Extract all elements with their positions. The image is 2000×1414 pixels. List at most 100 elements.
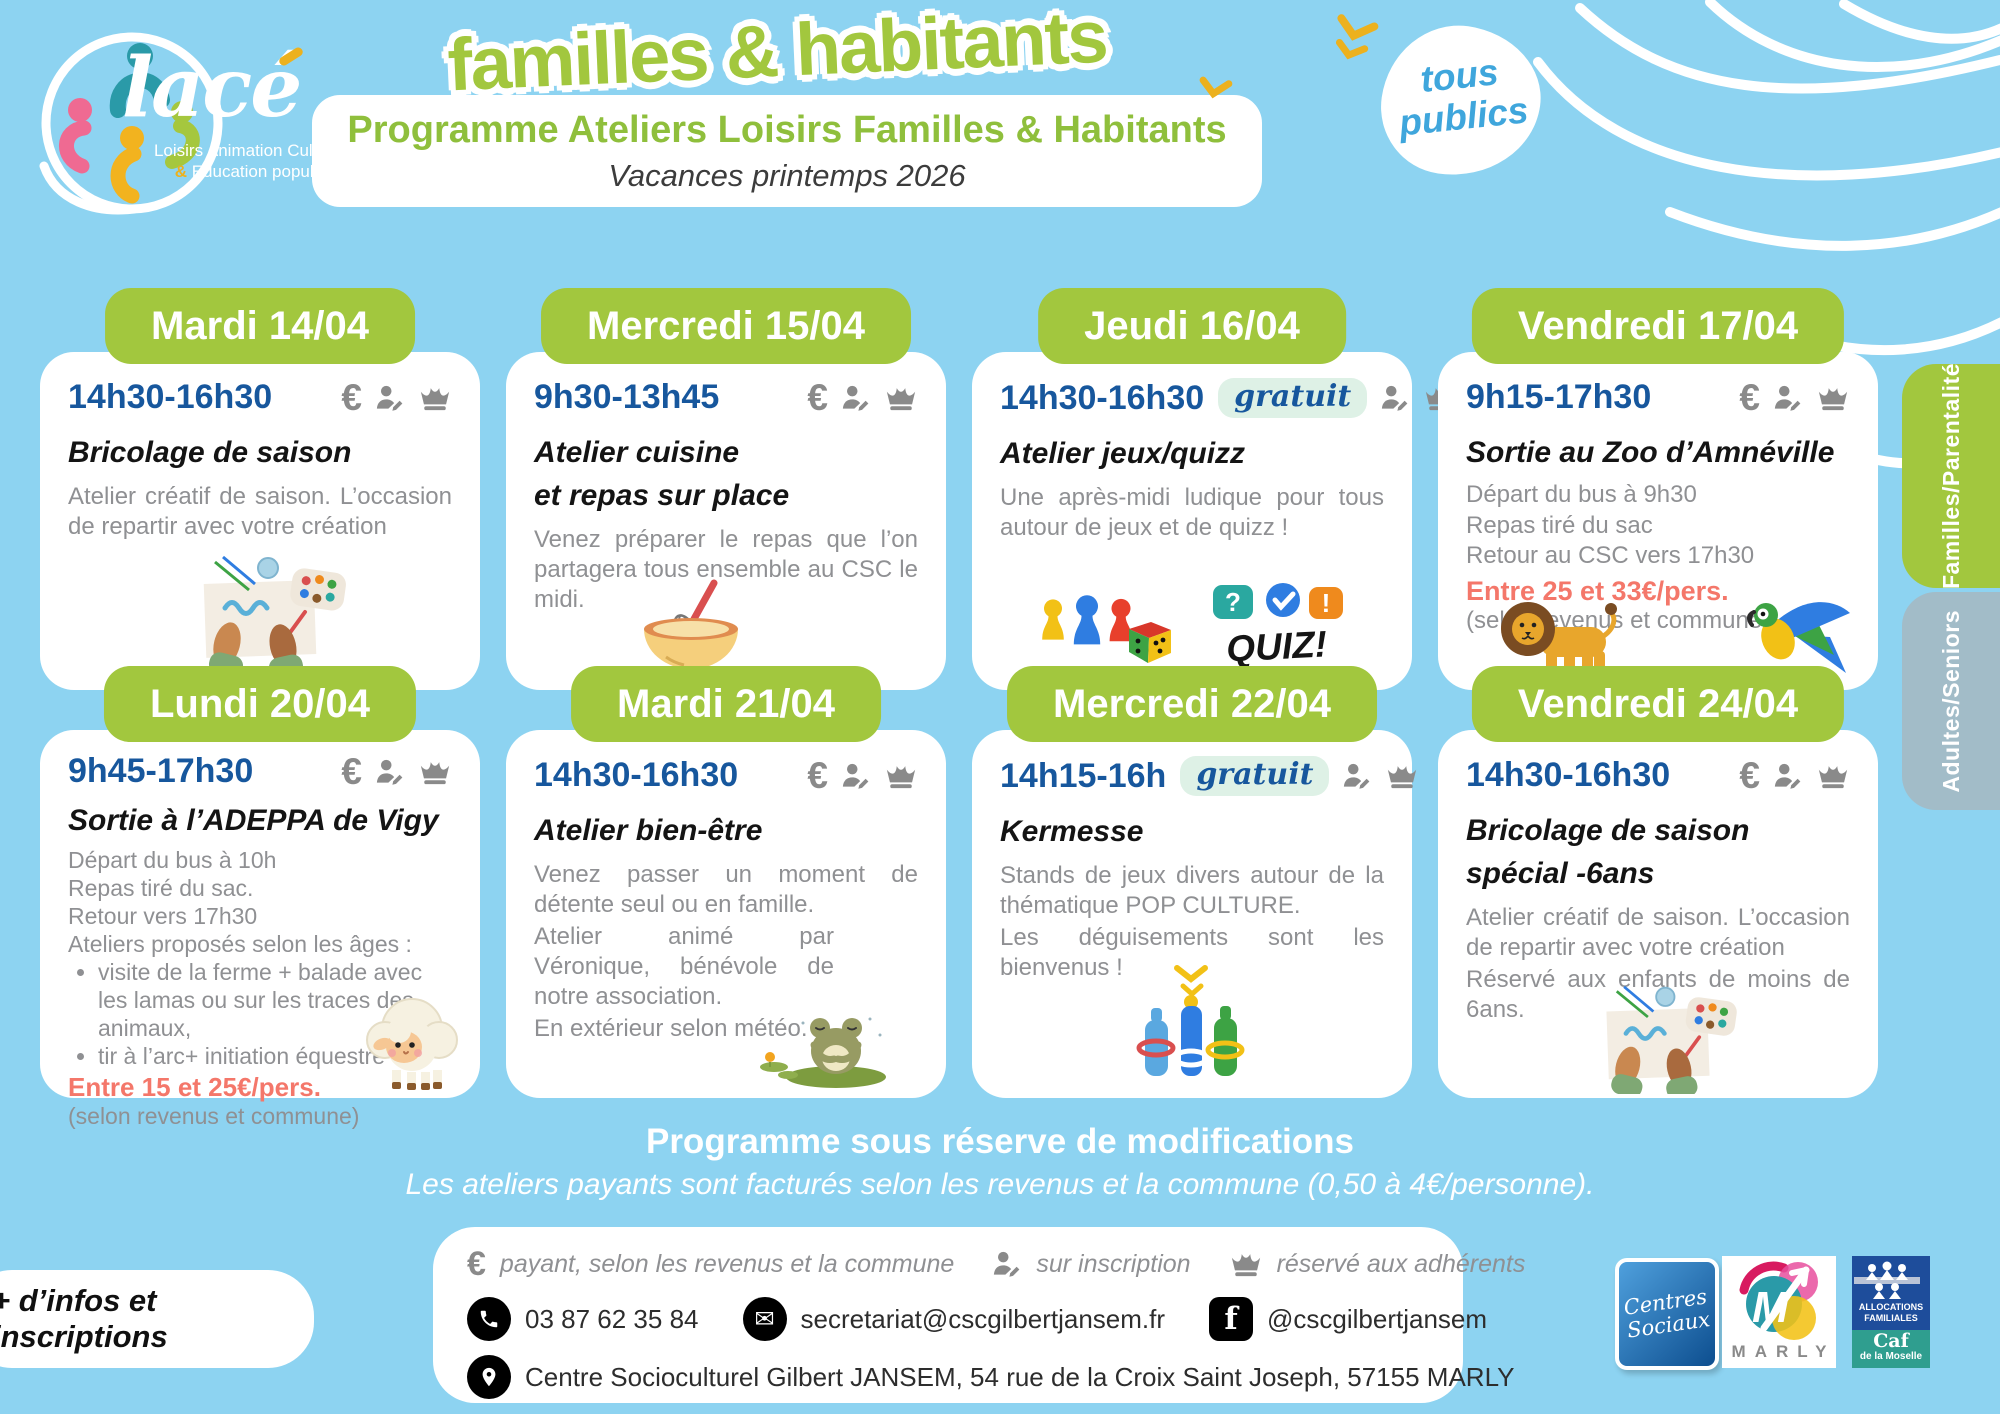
- caf-family-icon: [1854, 1261, 1920, 1299]
- event-time: 14h30-16h30: [1000, 378, 1205, 417]
- parrot-illustration: [1747, 602, 1850, 673]
- paid-euro-icon: €: [341, 751, 362, 792]
- contact-email: ✉ secretariat@cscgilbertjansem.fr: [742, 1297, 1165, 1341]
- partner-logo-marly: M MARLY: [1722, 1256, 1836, 1368]
- event-card-vendredi-24: Vendredi 24/04 14h30-16h30 € Bricolage d…: [1438, 666, 1878, 1098]
- legend-registration: sur inscription: [992, 1249, 1191, 1279]
- event-price: Entre 15 et 25€/pers.: [68, 1072, 321, 1103]
- meditating-frog-illustration: [760, 1017, 886, 1088]
- paid-euro-icon: €: [341, 377, 362, 418]
- members-crown-icon: [420, 761, 450, 784]
- event-title: Atelier cuisine et repas sur place: [534, 436, 790, 512]
- marly-logo-word: MARLY: [1731, 1342, 1836, 1361]
- event-description: En extérieur selon météo.: [534, 1015, 808, 1042]
- caf-sub: de la Moselle: [1859, 1350, 1923, 1362]
- day-header: Jeudi 16/04: [1038, 288, 1346, 364]
- yellow-check-icon: [1335, 14, 1379, 60]
- event-time: 14h15-16h: [1000, 756, 1167, 795]
- event-time: 9h30-13h45: [534, 378, 720, 416]
- marly-logo-icon: M: [1739, 1261, 1818, 1340]
- paid-euro-icon: €: [1739, 377, 1760, 418]
- registration-icon: [994, 1251, 1020, 1277]
- partner-logo-centres-sociaux: Centres Sociaux: [1615, 1258, 1719, 1370]
- program-header: Programme Ateliers Loisirs Familles & Ha…: [312, 95, 1262, 207]
- members-crown-icon: [886, 765, 916, 788]
- event-title: Kermesse: [1000, 815, 1144, 848]
- quiz-logo-illustration: ? ! QUIZ!: [1213, 583, 1343, 673]
- registration-icon: [1774, 385, 1801, 411]
- registration-icon: [376, 759, 403, 785]
- bullet-item: visite de la ferme + balade avec les lam…: [98, 958, 428, 1042]
- event-title: Bricolage de saison spécial -6ans: [1466, 814, 1750, 890]
- event-card-vendredi-17: Vendredi 17/04 9h15-17h30 € Sortie au Zo…: [1438, 288, 1878, 690]
- event-description: Réservé aux enfants de moins de 6ans.: [1466, 966, 1850, 1023]
- facebook-icon: f: [1209, 1297, 1254, 1341]
- event-description: Stands de jeux divers autour de la théma…: [1000, 862, 1384, 919]
- ring-toss-illustration: [1136, 965, 1245, 1076]
- day-header: Mercredi 22/04: [1007, 666, 1377, 742]
- day-header: Vendredi 24/04: [1471, 666, 1845, 742]
- lion-illustration: [1501, 602, 1617, 674]
- day-header: Vendredi 17/04: [1471, 288, 1845, 364]
- game-pieces-illustration: [1042, 595, 1171, 663]
- members-crown-icon: [1388, 766, 1417, 789]
- crafting-hands-illustration: [203, 555, 346, 674]
- paid-euro-icon: €: [807, 377, 828, 418]
- program-notice: Programme sous réserve de modifications: [645, 1122, 1355, 1161]
- svg-text:?: ?: [1225, 587, 1241, 617]
- event-description: Atelier animé par Véronique, bénévole de…: [534, 923, 834, 1010]
- event-time: 14h30-16h30: [1466, 756, 1671, 794]
- caf-top-label: ALLOCATIONS FAMILIALES: [1858, 1302, 1924, 1323]
- legend-contact-panel: € payant, selon les revenus et la commun…: [433, 1227, 1525, 1403]
- contact-address: Centre Socioculturel Gilbert JANSEM, 54 …: [467, 1355, 1514, 1399]
- paid-euro-icon: €: [467, 1245, 486, 1283]
- day-header: Mardi 21/04: [571, 666, 881, 742]
- event-card-lundi-20: Lundi 20/04 9h45-17h30 € Sortie à l’ADEP…: [40, 666, 480, 1129]
- event-card-mardi-14: Mardi 14/04 14h30-16h30 € Bricolage de s…: [40, 288, 480, 690]
- address-row: Centre Socioculturel Gilbert JANSEM, 54 …: [467, 1355, 1514, 1399]
- day-header: Mercredi 15/04: [541, 288, 911, 364]
- logo-subtitle: Loisirs Animation Culture & Education po…: [92, 140, 342, 183]
- event-details: Départ du bus à 9h30 Repas tiré du sac Ret…: [1466, 481, 1755, 570]
- pricing-notice: Les ateliers payants sont facturés selon…: [405, 1168, 1595, 1201]
- event-card-mardi-21: Mardi 21/04 14h30-16h30 € Atelier bien-ê…: [506, 666, 946, 1098]
- tab-familles-parentalite: Familles/Parentalité: [1902, 363, 2000, 589]
- lace-logo: lacé Loisirs Animation Culture & Educati…: [22, 18, 352, 233]
- day-header: Lundi 20/04: [103, 666, 417, 742]
- sheep-illustration: [366, 998, 458, 1090]
- members-crown-icon: [1818, 387, 1848, 410]
- paid-euro-icon: €: [1739, 755, 1760, 796]
- location-icon: [467, 1355, 511, 1399]
- infos-inscriptions-banner: + d’infos et inscriptions: [0, 1270, 314, 1368]
- event-title: Sortie au Zoo d’Amnéville: [1466, 436, 1835, 469]
- event-description: Venez passer un moment de détente seul o…: [534, 861, 918, 918]
- event-description: Atelier créatif de saison. L’occasion de…: [68, 483, 452, 540]
- lace-logo-icon: [39, 32, 223, 215]
- free-badge: gratuit: [1180, 756, 1330, 796]
- event-description: Une après-midi ludique pour tous autour …: [1000, 484, 1384, 541]
- logo-subtitle-line2: & Education populaire: [174, 162, 342, 182]
- yellow-dash-icon: [1199, 76, 1233, 99]
- program-subtitle: Vacances printemps 2026: [608, 158, 966, 193]
- registration-icon: [1382, 385, 1408, 411]
- legend-members: réservé aux adhérents: [1229, 1249, 1525, 1279]
- registration-icon: [376, 385, 403, 411]
- event-card-mercredi-22: Mercredi 22/04 14h15-16h gratuit Kermess…: [972, 666, 1417, 1098]
- svg-text:!: !: [1322, 588, 1331, 618]
- logo-wordmark: lacé: [122, 40, 302, 136]
- phone-icon: [467, 1297, 511, 1341]
- partner-logo-caf: ALLOCATIONS FAMILIALES Caf de la Moselle: [1852, 1256, 1930, 1368]
- event-time: 9h15-17h30: [1466, 378, 1652, 416]
- event-bullet-list: visite de la ferme + balade avec les lam…: [68, 958, 452, 1070]
- paid-euro-icon: €: [807, 755, 828, 796]
- members-crown-icon: [420, 387, 450, 410]
- event-card-jeudi-16: Jeudi 16/04 14h30-16h30 gratuit Atelier …: [972, 288, 1455, 690]
- free-badge: gratuit: [1218, 378, 1368, 418]
- tab-adultes-seniors: Adultes/Seniors: [1902, 592, 2000, 810]
- event-price: Entre 25 et 33€/pers.: [1466, 576, 1729, 607]
- mixing-bowl-illustration: [643, 579, 738, 669]
- event-time: 14h30-16h30: [534, 756, 739, 794]
- event-time: 9h45-17h30: [68, 752, 254, 790]
- registration-icon: [842, 763, 869, 789]
